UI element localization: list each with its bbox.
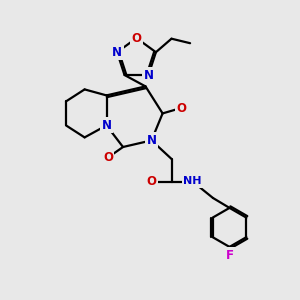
Text: F: F xyxy=(226,249,233,262)
Text: O: O xyxy=(131,32,142,45)
Text: N: N xyxy=(146,134,157,147)
Text: N: N xyxy=(112,46,122,59)
Text: NH: NH xyxy=(183,176,202,187)
Text: O: O xyxy=(103,151,113,164)
Text: O: O xyxy=(176,101,186,115)
Text: N: N xyxy=(143,68,154,82)
Text: O: O xyxy=(146,175,157,188)
Text: N: N xyxy=(101,119,112,132)
